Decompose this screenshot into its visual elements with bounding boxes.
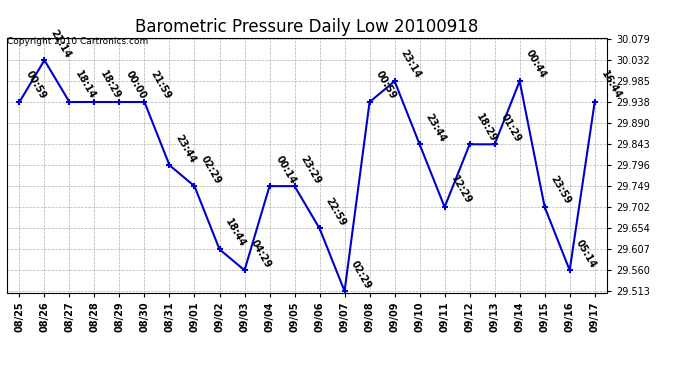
Text: 00:44: 00:44 xyxy=(524,48,548,80)
Text: 18:29: 18:29 xyxy=(99,69,123,101)
Text: 21:59: 21:59 xyxy=(148,69,172,101)
Text: 23:59: 23:59 xyxy=(549,174,573,206)
Text: 05:14: 05:14 xyxy=(574,238,598,270)
Text: 02:29: 02:29 xyxy=(199,153,223,185)
Title: Barometric Pressure Daily Low 20100918: Barometric Pressure Daily Low 20100918 xyxy=(135,18,479,36)
Text: 00:14: 00:14 xyxy=(274,153,298,185)
Text: 21:14: 21:14 xyxy=(48,28,72,59)
Text: 12:29: 12:29 xyxy=(448,174,473,206)
Text: 23:44: 23:44 xyxy=(424,112,448,144)
Text: 00:00: 00:00 xyxy=(124,69,148,101)
Text: 02:29: 02:29 xyxy=(348,258,373,290)
Text: 23:29: 23:29 xyxy=(299,153,323,185)
Text: 23:14: 23:14 xyxy=(399,48,423,80)
Text: Copyright 2010 Cartronics.com: Copyright 2010 Cartronics.com xyxy=(7,38,148,46)
Text: 18:44: 18:44 xyxy=(224,217,248,249)
Text: 01:29: 01:29 xyxy=(499,112,523,144)
Text: 00:59: 00:59 xyxy=(23,69,48,101)
Text: 18:29: 18:29 xyxy=(474,112,498,144)
Text: 22:59: 22:59 xyxy=(324,196,348,228)
Text: 23:44: 23:44 xyxy=(174,133,198,165)
Text: 18:14: 18:14 xyxy=(74,69,98,101)
Text: 04:29: 04:29 xyxy=(248,238,273,270)
Text: 16:44: 16:44 xyxy=(599,69,623,101)
Text: 00:59: 00:59 xyxy=(374,69,398,101)
